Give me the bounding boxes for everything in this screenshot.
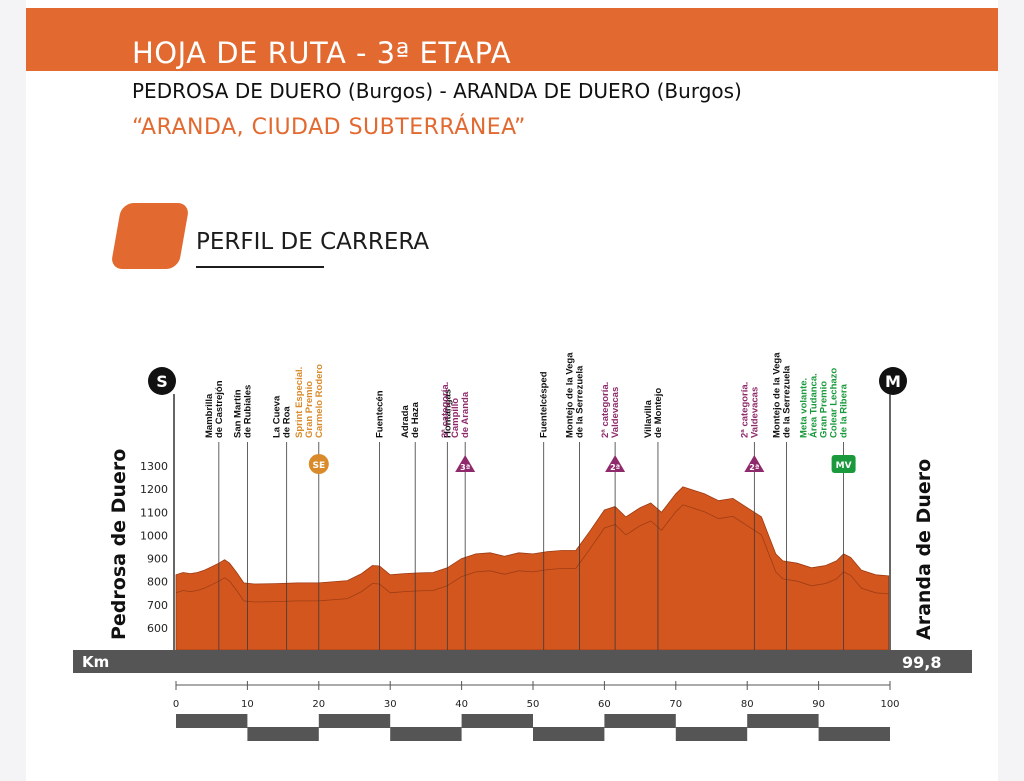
x-tick-label: 20	[312, 699, 325, 710]
scale-block	[604, 714, 676, 728]
page-title: HOJA DE RUTA - 3ª ETAPA	[132, 36, 512, 70]
kom-badge-label: 3ª	[460, 463, 470, 472]
waypoint-label: 3ª categoría.Campillode Aranda	[440, 382, 471, 438]
waypoint-label: San Martínde Rubiales	[232, 385, 253, 438]
waypoint-label: Montejo de la Vegade la Serrezuela	[771, 352, 792, 438]
start-town-label: Pedrosa de Duero	[108, 449, 130, 640]
elevation-area	[175, 486, 889, 651]
km-bar	[73, 650, 972, 673]
x-tick-label: 0	[173, 699, 179, 710]
waypoint-label: Fuentelcésped	[539, 371, 550, 438]
total-km-label: 99,8	[902, 653, 941, 672]
finish-marker-icon	[879, 367, 907, 395]
x-tick-label: 60	[598, 699, 611, 710]
scale-block	[533, 727, 605, 741]
km-label: Km	[82, 653, 109, 671]
waypoint-label: Meta volante.Área Tudanca.Gran PremioCol…	[799, 368, 850, 438]
x-tick-label: 50	[527, 699, 540, 710]
start-marker-icon	[148, 367, 176, 395]
y-tick-label: 700	[147, 599, 168, 612]
kom-badge-label: 2ª	[610, 463, 620, 472]
x-tick-label: 30	[384, 699, 397, 710]
waypoint-label: Sprint Especial.Gran PremioCarmelo Roder…	[294, 364, 325, 438]
y-tick-label: 800	[147, 576, 168, 589]
kom-triangle-icon	[605, 455, 626, 472]
scale-block	[818, 727, 890, 741]
waypoint-label: Adradade Haza	[400, 401, 421, 438]
y-tick-label: 1300	[140, 460, 168, 473]
waypoint-label: La Cuevade Roa	[272, 395, 293, 438]
x-tick-label: 100	[880, 699, 899, 710]
waypoint-layer: Mambrillade Castrejón San Martínde Rubial…	[204, 352, 856, 650]
elevation-texture	[175, 504, 889, 603]
scale-block	[747, 714, 819, 728]
waypoint-label: 2ª categoría.Valdevacas	[600, 382, 621, 438]
finish-town-label: Aranda de Duero	[913, 459, 935, 640]
x-tick-label: 80	[741, 699, 754, 710]
y-tick-label: 1100	[140, 506, 168, 519]
waypoint-label: 2ª categoría.Valdevacas	[739, 382, 760, 438]
x-tick-label: 90	[812, 699, 825, 710]
kom-badge-label: 2ª	[749, 463, 759, 472]
section-underline	[196, 266, 324, 268]
section-title: PERFIL DE CARRERA	[196, 229, 430, 255]
intermediate-sprint-icon	[831, 455, 856, 473]
x-tick-label: 70	[669, 699, 682, 710]
scale-block	[318, 714, 391, 728]
y-tick-label: 1200	[140, 483, 168, 496]
scale-block	[247, 727, 319, 741]
start-marker-label: S	[156, 372, 168, 391]
y-tick-label: 600	[147, 622, 168, 635]
x-tick-label: 40	[455, 699, 468, 710]
x-tick-label: 10	[241, 699, 254, 710]
finish-marker-label: M	[885, 372, 901, 391]
kom-triangle-icon	[744, 455, 765, 472]
x-axis-ticks: 0 10 20 30 40 50 60 70 80 90 100	[173, 681, 900, 710]
waypoint-label: Villavillade Montejo	[643, 388, 664, 438]
waypoint-label: Fuentecén	[374, 390, 385, 438]
intermediate-badge-label: MV	[836, 461, 852, 471]
waypoint-label: Montejo de la Vegade la Serrezuela	[564, 352, 585, 438]
scale-block	[675, 727, 748, 741]
y-tick-label: 900	[147, 553, 168, 566]
header-banner	[26, 8, 998, 71]
sprint-badge-label: SE	[312, 461, 325, 471]
y-tick-label: 1000	[140, 529, 168, 542]
waypoint-label: Hontangas	[442, 389, 453, 438]
scale-blocks	[176, 714, 890, 741]
scale-block	[176, 714, 248, 728]
route-subtitle: PEDROSA DE DUERO (Burgos) - ARANDA DE DU…	[132, 79, 742, 103]
stage-tagline: “ARANDA, CIUDAD SUBTERRÁNEA”	[132, 115, 526, 140]
kom-triangle-icon	[455, 455, 476, 472]
y-axis-ticks: 1300 1200 1100 1000 900 800 700 600	[140, 460, 168, 635]
scale-block	[390, 727, 462, 741]
sprint-circle-icon	[308, 454, 329, 474]
scale-block	[461, 714, 533, 728]
waypoint-label: Mambrillade Castrejón	[204, 380, 225, 438]
